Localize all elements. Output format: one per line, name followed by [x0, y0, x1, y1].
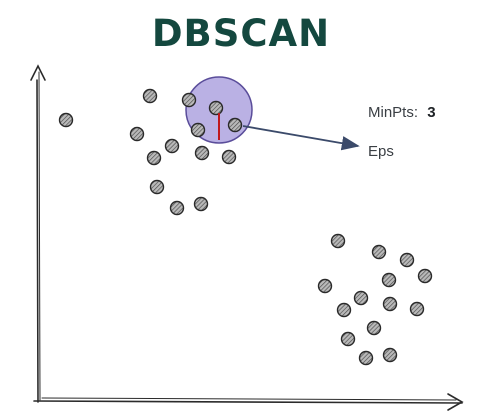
data-point [371, 244, 387, 260]
data-point [417, 268, 433, 284]
data-point [193, 196, 209, 212]
data-point [336, 302, 352, 318]
data-point [381, 272, 397, 288]
y-axis-sketch [38, 71, 41, 401]
data-point [169, 200, 185, 216]
data-point [194, 145, 210, 161]
x-axis-arrowhead [447, 393, 464, 411]
data-point [227, 117, 243, 133]
data-point [340, 331, 356, 347]
data-point [142, 88, 158, 104]
data-point [366, 320, 382, 336]
data-point [409, 301, 425, 317]
data-point [208, 100, 224, 116]
eps-arrow [242, 125, 360, 151]
data-point [149, 179, 165, 195]
x-axis [33, 400, 463, 404]
minpts-label: MinPts: 3 [368, 104, 436, 121]
data-points [58, 88, 433, 366]
data-point [399, 252, 415, 268]
data-point [129, 126, 145, 142]
data-point [164, 138, 180, 154]
data-point [382, 347, 398, 363]
data-point [190, 122, 206, 138]
y-axis [36, 79, 39, 403]
data-point [358, 350, 374, 366]
eps-label: Eps [368, 143, 394, 160]
data-point [382, 296, 398, 312]
data-point [58, 112, 74, 128]
data-point [146, 150, 162, 166]
minpts-value: 3 [427, 104, 435, 121]
y-axis-arrowhead [30, 64, 46, 81]
data-point [221, 149, 237, 165]
x-axis-sketch [41, 397, 457, 401]
data-point [317, 278, 333, 294]
minpts-label-text: MinPts: [368, 104, 418, 121]
data-point [330, 233, 346, 249]
diagram-title: DBSCAN [151, 12, 331, 55]
data-point [353, 290, 369, 306]
data-point [181, 92, 197, 108]
axes [30, 64, 464, 411]
